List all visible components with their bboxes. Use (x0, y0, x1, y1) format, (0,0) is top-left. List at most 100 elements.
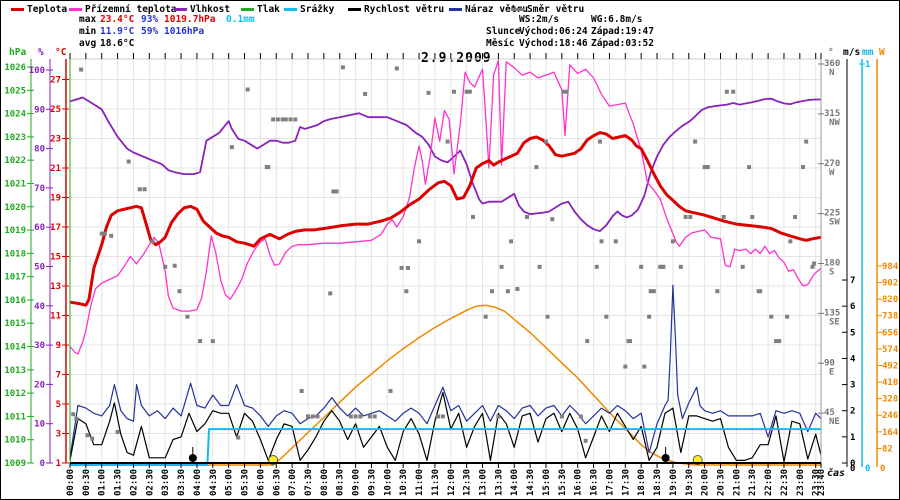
wind-dir-dot (545, 314, 550, 319)
x-tick-label: 03:30 (177, 469, 187, 496)
legend-dash-icon (348, 8, 361, 11)
wind-dir-dot (74, 416, 79, 421)
wind-dir-dot (305, 414, 310, 419)
wind-dir-dot (405, 265, 410, 270)
x-tick-label: 09:30 (367, 469, 377, 496)
x-tick-label: 18:30 (653, 469, 663, 496)
wind-dir-dot (705, 165, 710, 170)
tick-label-winddir: 360 (824, 59, 840, 69)
stat-max-label: max (79, 14, 97, 25)
wind-dir-dot (499, 264, 504, 269)
tick-label-hpa: 1015 (4, 319, 26, 329)
x-tick-label: 08:00 (320, 469, 330, 496)
wind-dir-dot (245, 87, 250, 92)
x-tick-label: 16:00 (574, 469, 584, 496)
wind-dir-dot (280, 117, 285, 122)
series-Náraz větru (69, 284, 822, 458)
x-tick-label: 12:00 (447, 469, 457, 496)
x-tick-label: 07:00 (288, 469, 298, 496)
tick-label-watt: 738 (882, 312, 898, 322)
tick-label-watt: 410 (882, 378, 898, 388)
tick-label-degc: 11 (50, 312, 61, 322)
wind-dir-dot (436, 414, 441, 419)
compass-label: N (829, 68, 834, 78)
tick-label-hpa: 1017 (4, 273, 26, 283)
x-tick-label: 23:40 (817, 469, 827, 496)
wind-dir-dot (340, 65, 345, 70)
x-tick-label: 10:00 (383, 469, 393, 496)
wind-dir-dot (210, 339, 215, 344)
tick-label-watt: 328 (882, 395, 898, 405)
moon-marker-icon (661, 454, 670, 462)
x-tick-label: 10:30 (399, 469, 409, 496)
wind-dir-dot (505, 289, 510, 294)
wind-dir-dot (404, 289, 409, 294)
tick-label-ms: 7 (850, 276, 855, 286)
x-tick-label: 09:00 (352, 469, 362, 496)
wind-dir-dot (275, 117, 280, 122)
stat-temp-min: 11.9°C (100, 26, 135, 37)
wind-dir-dot (534, 165, 539, 170)
wind-dir-dot (163, 264, 168, 269)
wind-dir-dot (599, 239, 604, 244)
compass-label: W (829, 168, 835, 178)
wind-dir-dot (99, 231, 104, 236)
wind-dir-dot (724, 89, 729, 94)
wind-dir-dot (315, 414, 320, 419)
x-tick-label: 04:30 (209, 469, 219, 496)
legend-label: Srážky (300, 4, 335, 15)
moon-rise: Východ:18:46 (519, 38, 588, 49)
wind-dir-dot (142, 187, 147, 192)
wind-dir-dot (559, 414, 564, 419)
series-Sluneční záření (70, 304, 821, 466)
tick-label-degc: 7 (56, 371, 61, 381)
legend-dash-icon (284, 8, 297, 11)
wind-dir-dot (496, 414, 501, 419)
x-tick-label: 01:00 (98, 469, 108, 496)
x-tick-label: 20:00 (701, 469, 711, 496)
wind-dir-dot (229, 145, 234, 150)
tick-label-watt-min: 0 (880, 464, 885, 474)
compass-label: SW (829, 218, 840, 228)
tick-label-mm-max: 1 (865, 60, 870, 70)
tick-label-watt: 574 (882, 345, 899, 355)
series-Rychlost větru (69, 391, 822, 463)
x-tick-label: 14:30 (526, 469, 536, 496)
axis-unit-mm: mm (862, 47, 874, 58)
tick-label-degc: 17 (50, 223, 61, 233)
wind-dir-dot (109, 233, 114, 238)
x-tick-label: 20:30 (717, 469, 727, 496)
tick-label-hpa: 1025 (4, 86, 26, 96)
wind-dir-dot (71, 412, 76, 417)
wind-dir-dot (623, 364, 628, 369)
wind-dir-dot (561, 89, 566, 94)
tick-label-degc: 1 (56, 459, 61, 469)
wind-dir-dot (678, 264, 683, 269)
axis-unit-deg: ° (828, 47, 834, 58)
tick-label-pct: 0 (40, 459, 45, 469)
x-tick-label: 02:30 (145, 469, 155, 496)
wind-dir-dot (85, 433, 90, 438)
tick-label-degc: 19 (50, 194, 61, 204)
tick-label-watt: 164 (882, 428, 899, 438)
moon-marker-icon (188, 454, 197, 462)
x-tick-label: 19:00 (669, 469, 679, 496)
wind-dir-dot (693, 139, 698, 144)
x-tick-label: 11:00 (415, 469, 425, 496)
wind-dir-dot (417, 239, 422, 244)
x-axis-label: čas (827, 468, 846, 479)
tick-label-watt: 82 (882, 444, 893, 454)
wind-dir-dot (198, 339, 203, 344)
wind-dir-dot (470, 214, 475, 219)
x-tick-label: 06:00 (256, 469, 266, 496)
legend-dash-icon (69, 8, 82, 11)
wind-dir-dot (288, 117, 293, 122)
wind-dir-dot (79, 67, 84, 72)
stat-avg-label: avg (79, 38, 97, 49)
tick-label-degc: 5 (56, 400, 61, 410)
compass-label: SE (829, 317, 840, 327)
tick-label-hpa: 1013 (4, 366, 26, 376)
stat-pres-max: 1019.7hPa (164, 14, 216, 25)
wind-dir-dot (464, 89, 469, 94)
tick-label-pct: 40 (34, 302, 45, 312)
